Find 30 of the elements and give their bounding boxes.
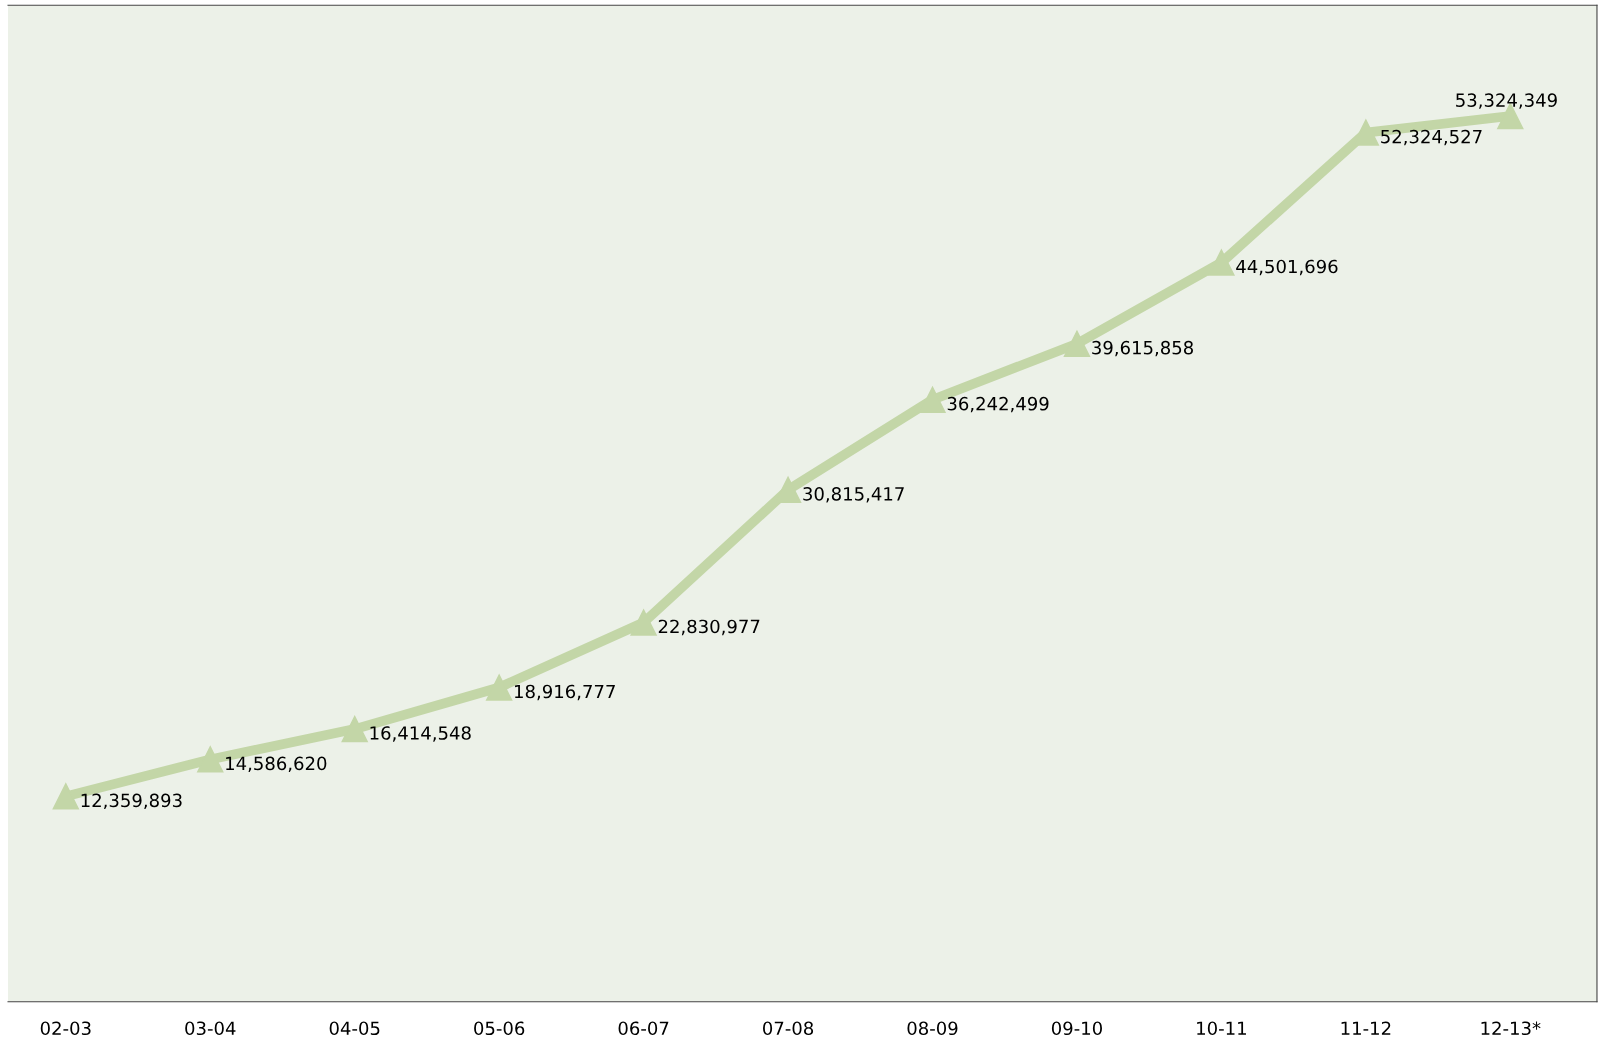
point	[1063, 330, 1091, 357]
x-tick-label: 05-06	[474, 1021, 525, 1036]
data-label: 14,586,620	[226, 756, 327, 773]
point	[630, 609, 657, 636]
x-tick-label: 08-09	[907, 1021, 958, 1036]
data-label: 52,324,527	[1381, 129, 1482, 146]
data-label: 39,615,858	[1092, 340, 1193, 357]
x-tick-label: 06-07	[618, 1021, 669, 1036]
x-tick-label: 12-13*	[1481, 1021, 1541, 1036]
x-tick-label: 02-03	[40, 1021, 91, 1036]
data-label: 36,242,499	[947, 396, 1049, 413]
x-tick-label: 03-04	[185, 1021, 236, 1036]
x-tick-label: 11-12	[1341, 1021, 1391, 1035]
point	[341, 715, 368, 743]
data-label: 22,830,977	[658, 619, 760, 636]
data-label: 53,324,349	[1456, 93, 1557, 109]
x-tick-label: 07-08	[763, 1021, 814, 1036]
data-label: 12,359,893	[81, 793, 182, 810]
point	[197, 746, 224, 773]
data-label: 30,815,417	[803, 487, 904, 503]
x-tick-label: 04-05	[329, 1021, 380, 1036]
point	[1208, 249, 1235, 276]
data-label: 16,414,548	[370, 726, 471, 742]
data-label: 18,916,777	[515, 684, 615, 701]
x-tick-label: 10-11	[1197, 1021, 1246, 1036]
point	[485, 674, 513, 701]
point	[52, 783, 80, 810]
x-tick-label: 09-10	[1051, 1021, 1102, 1036]
point	[919, 386, 946, 413]
data-label: 44,501,696	[1236, 259, 1338, 276]
